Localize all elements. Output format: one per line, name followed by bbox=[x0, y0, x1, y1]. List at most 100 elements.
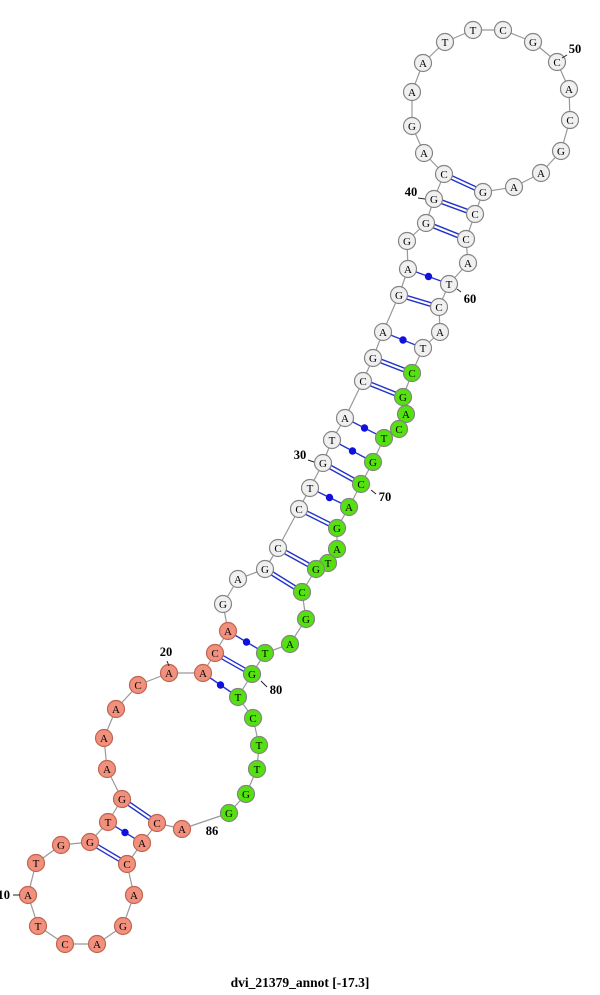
nucleotide-9 bbox=[28, 916, 48, 936]
nucleotide-36 bbox=[389, 285, 409, 305]
nucleotide-27 bbox=[268, 538, 288, 558]
nucleotide-base-letter: A bbox=[199, 668, 207, 680]
nucleotide-base-letter: T bbox=[307, 483, 314, 495]
nucleotide-base-letter: A bbox=[130, 890, 138, 902]
weak-bond-dot-icon bbox=[121, 828, 129, 837]
nucleotide-base-letter: T bbox=[470, 25, 477, 37]
nucleotide-base-letter: A bbox=[178, 824, 186, 836]
nucleotide-59 bbox=[458, 253, 478, 273]
nucleotide-13 bbox=[80, 832, 100, 852]
nucleotide-60 bbox=[439, 274, 459, 294]
nucleotide-48 bbox=[493, 20, 513, 40]
nucleotide-2 bbox=[147, 813, 167, 833]
nucleotide-base-letter: A bbox=[420, 148, 428, 160]
nucleotide-base-letter: A bbox=[404, 264, 412, 276]
nucleotide-51 bbox=[559, 79, 579, 99]
nucleotide-77 bbox=[296, 609, 316, 629]
nucleotide-base-letter: G bbox=[369, 457, 377, 469]
weak-bond-dot-icon bbox=[360, 424, 369, 432]
position-label-30: 30 bbox=[294, 448, 307, 462]
nucleotide-base-letter: G bbox=[395, 290, 403, 302]
nucleotide-base-letter: T bbox=[254, 764, 261, 776]
nucleotide-base-letter: A bbox=[286, 639, 294, 651]
nucleotide-67 bbox=[389, 419, 409, 439]
nucleotide-base-letter: G bbox=[529, 37, 537, 49]
nucleotide-base-letter: G bbox=[118, 794, 126, 806]
nucleotide-base-letter: T bbox=[420, 343, 427, 355]
nucleotide-base-letter: C bbox=[134, 680, 141, 692]
nucleotide-base-letter: G bbox=[557, 146, 565, 158]
nucleotide-base-letter: G bbox=[422, 218, 430, 230]
position-label-20: 20 bbox=[160, 645, 173, 659]
position-label-tick bbox=[561, 54, 568, 59]
nucleotide-72 bbox=[327, 518, 347, 538]
nucleotide-49 bbox=[523, 32, 543, 52]
nucleotide-base-letter: A bbox=[341, 413, 349, 425]
nucleotide-base-letter: C bbox=[462, 234, 469, 246]
nucleotide-base-letter: A bbox=[93, 939, 101, 951]
nucleotide-base-letter: C bbox=[395, 424, 402, 436]
nucleotide-79 bbox=[255, 643, 275, 663]
nucleotide-70 bbox=[351, 474, 371, 494]
nucleotide-38 bbox=[397, 231, 417, 251]
nucleotide-base-letter: C bbox=[357, 479, 364, 491]
nucleotide-base-letter: T bbox=[105, 817, 112, 829]
weak-bond-dot-icon bbox=[242, 638, 251, 646]
nucleotide-base-letter: A bbox=[436, 327, 444, 339]
nucleotide-82 bbox=[243, 708, 263, 728]
weak-bond-dot-icon bbox=[399, 336, 407, 344]
position-label-50: 50 bbox=[569, 42, 582, 56]
nucleotide-68 bbox=[374, 428, 394, 448]
nucleotide-52 bbox=[560, 110, 580, 130]
nucleotide-26 bbox=[255, 559, 275, 579]
nucleotide-53 bbox=[551, 141, 571, 161]
nucleotide-base-letter: C bbox=[61, 939, 68, 951]
nucleotide-base-letter: G bbox=[242, 789, 250, 801]
nucleotide-45 bbox=[413, 53, 433, 73]
nucleotide-base-letter: C bbox=[553, 57, 560, 69]
nucleotide-81 bbox=[228, 687, 248, 707]
nucleotide-base-letter: G bbox=[312, 564, 320, 576]
nucleotide-37 bbox=[398, 259, 418, 279]
nucleotide-66 bbox=[396, 404, 416, 424]
nucleotide-8 bbox=[55, 934, 75, 954]
weak-bond-dot-icon bbox=[325, 493, 334, 502]
nucleotide-base-letter: G bbox=[403, 236, 411, 248]
nucleotide-54 bbox=[531, 163, 551, 183]
position-label-tick bbox=[307, 459, 315, 463]
plot-title: dvi_21379_annot [-17.3] bbox=[231, 975, 370, 990]
nucleotide-base-letter: T bbox=[446, 279, 453, 291]
nucleotide-base-letter: T bbox=[442, 37, 449, 49]
nucleotide-17 bbox=[94, 728, 114, 748]
nucleotide-base-letter: C bbox=[153, 818, 160, 830]
nucleotide-base-letter: G bbox=[319, 458, 327, 470]
weak-bond-dot-icon bbox=[348, 447, 357, 455]
nucleotide-86 bbox=[219, 803, 239, 823]
nucleotide-64 bbox=[402, 363, 422, 383]
nucleotide-base-letter: G bbox=[430, 194, 438, 206]
nucleotide-40 bbox=[424, 189, 444, 209]
nucleotide-base-letter: A bbox=[379, 327, 387, 339]
nucleotide-19 bbox=[128, 675, 148, 695]
nucleotide-62 bbox=[430, 322, 450, 342]
nucleotide-18 bbox=[106, 699, 126, 719]
nucleotide-78 bbox=[280, 634, 300, 654]
nucleotide-base-letter: G bbox=[408, 121, 416, 133]
nucleotide-base-letter: A bbox=[537, 168, 545, 180]
nucleotide-base-letter: A bbox=[165, 668, 173, 680]
position-label-tick bbox=[417, 197, 426, 200]
nucleotide-28 bbox=[289, 499, 309, 519]
nucleotide-base-letter: G bbox=[261, 564, 269, 576]
nucleotide-base-letter: A bbox=[510, 182, 518, 194]
nucleotide-base-letter: T bbox=[235, 692, 242, 704]
position-label-tick bbox=[370, 489, 377, 495]
nucleotide-base-letter: C bbox=[440, 169, 447, 181]
nucleotide-base-letter: C bbox=[471, 209, 478, 221]
nucleotide-46 bbox=[435, 32, 455, 52]
nucleotide-base-letter: G bbox=[369, 353, 377, 365]
nucleotide-base-letter: A bbox=[464, 258, 472, 270]
position-label-86: 86 bbox=[206, 824, 219, 838]
nucleotide-base-letter: A bbox=[234, 574, 242, 586]
